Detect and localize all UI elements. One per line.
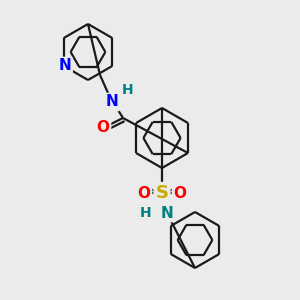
Text: H: H [122,83,134,97]
Text: O: O [97,119,110,134]
Text: H: H [140,206,152,220]
Text: N: N [160,206,173,220]
Text: O: O [173,185,187,200]
Text: S: S [155,184,169,202]
Text: O: O [137,185,151,200]
Text: N: N [58,58,71,74]
Text: N: N [106,94,118,110]
